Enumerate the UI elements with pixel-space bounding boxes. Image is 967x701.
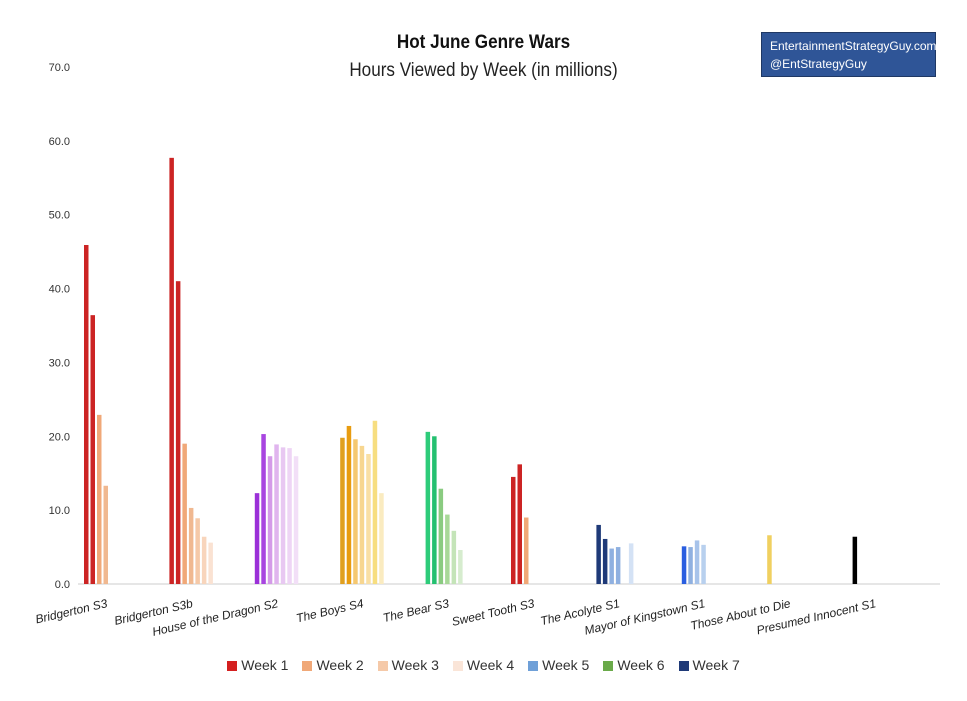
- y-tick-label: 20.0: [49, 431, 70, 443]
- y-axis-ticks: 0.0 10.0 20.0 30.0 40.0 50.0 60.0 70.0: [49, 62, 70, 591]
- legend-label: Week 3: [391, 657, 439, 673]
- bar: [280, 447, 286, 584]
- bar: [379, 493, 384, 584]
- bar: [511, 476, 516, 584]
- bar: [274, 444, 279, 584]
- legend-item: Week 3: [377, 657, 439, 673]
- bar: [267, 456, 273, 584]
- legend-label: Week 2: [316, 657, 364, 673]
- bar: [445, 514, 450, 584]
- bar: [681, 546, 687, 584]
- bar: [353, 439, 358, 584]
- bar: [169, 157, 174, 584]
- category-label: Sweet Tooth S3: [450, 596, 536, 629]
- bar: [767, 535, 772, 584]
- legend-swatch: [678, 661, 689, 671]
- y-tick-label: 10.0: [49, 505, 70, 517]
- bar: [201, 536, 207, 584]
- bar: [609, 548, 614, 584]
- category-label: The Bear S3: [381, 596, 450, 625]
- bar: [602, 538, 608, 584]
- bar: [852, 536, 858, 584]
- bar: [628, 543, 634, 584]
- legend-swatch: [452, 661, 463, 671]
- bar: [175, 281, 181, 584]
- bar: [694, 540, 700, 584]
- legend-label: Week 5: [542, 657, 590, 673]
- bar: [97, 414, 102, 584]
- bar: [458, 550, 463, 584]
- bar: [517, 464, 522, 584]
- watermark-website: EntertainmentStrategyGuy.com: [770, 39, 937, 53]
- bar: [688, 547, 693, 584]
- category-label: The Boys S4: [295, 596, 365, 625]
- legend-swatch: [227, 661, 238, 671]
- bar: [451, 530, 457, 584]
- bar: [432, 436, 437, 584]
- bar: [366, 454, 371, 584]
- bars-group: [84, 157, 858, 584]
- bar: [615, 547, 621, 584]
- bar: [287, 448, 292, 584]
- y-tick-label: 70.0: [49, 62, 70, 74]
- watermark-handle: @EntStrategyGuy: [770, 57, 867, 71]
- legend-item: Week 7: [678, 657, 740, 673]
- legend-item: Week 4: [452, 657, 515, 673]
- bar: [293, 456, 299, 584]
- legend-label: Week 6: [617, 657, 665, 673]
- bar: [188, 507, 194, 584]
- bar: [596, 524, 601, 584]
- legend-swatch: [302, 661, 313, 671]
- legend-item: Week 5: [528, 657, 589, 673]
- bar: [254, 493, 260, 584]
- bar: [84, 244, 89, 584]
- legend-swatch: [603, 661, 614, 671]
- legend-label: Week 4: [466, 657, 515, 673]
- bar: [90, 315, 95, 584]
- legend-item: Week 6: [603, 657, 665, 673]
- legend-item: Week 2: [302, 657, 364, 673]
- bar: [359, 445, 365, 584]
- chart-subtitle: Hours Viewed by Week (in millions): [349, 60, 618, 81]
- legend-label: Week 1: [241, 657, 289, 673]
- chart-title: Hot June Genre Wars: [396, 32, 571, 53]
- legend-swatch: [377, 661, 388, 671]
- y-tick-label: 40.0: [49, 284, 70, 296]
- y-tick-label: 30.0: [49, 357, 70, 369]
- y-tick-label: 50.0: [49, 210, 70, 222]
- bar: [340, 437, 345, 584]
- legend-item: Week 1: [227, 657, 288, 673]
- bar: [182, 443, 187, 584]
- legend: Week 1 Week 2 Week 3 Week 4 Week 5 Week 6 Week…: [0, 657, 967, 673]
- legend-label: Week 7: [692, 657, 740, 673]
- y-tick-label: 0.0: [55, 579, 70, 591]
- legend-swatch: [528, 661, 539, 671]
- bar: [438, 488, 444, 584]
- bar: [372, 420, 378, 584]
- category-label: Bridgerton S3: [34, 596, 109, 626]
- bar: [208, 542, 213, 584]
- bar: [195, 518, 200, 584]
- bar: [425, 431, 431, 584]
- bar: [261, 434, 266, 584]
- bar: [524, 517, 529, 584]
- bar: [103, 485, 108, 584]
- bar: [346, 425, 352, 584]
- watermark-box: EntertainmentStrategyGuy.com @EntStrateg…: [761, 32, 937, 77]
- bar: [701, 544, 706, 584]
- y-tick-label: 60.0: [49, 136, 70, 148]
